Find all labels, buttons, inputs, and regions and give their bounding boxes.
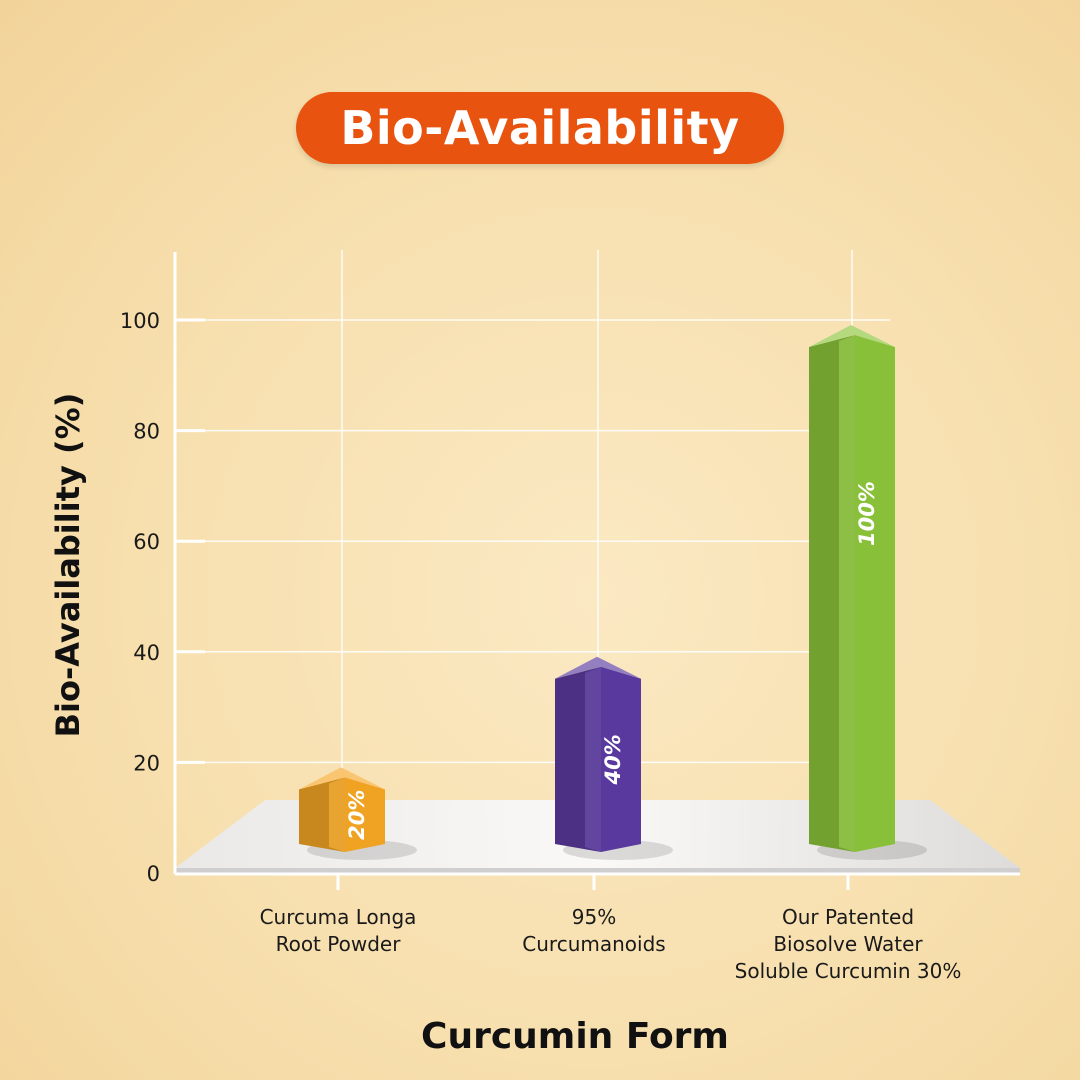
bar-face-right <box>345 777 385 852</box>
bar-face-right <box>855 335 895 852</box>
y-tick-label: 60 <box>133 530 160 554</box>
bars: 20% 40% 100% <box>299 325 927 860</box>
bar-data-label: 100% <box>855 481 879 546</box>
bar-cap <box>299 767 385 790</box>
x-category-label: Curcumanoids <box>522 932 665 956</box>
y-tick-label: 20 <box>133 751 160 775</box>
y-tick-label: 80 <box>133 420 160 444</box>
y-axis-title: Bio-Availability (%) <box>49 393 87 738</box>
bar-3: 100% <box>809 325 927 860</box>
grid <box>175 250 890 800</box>
bar-ridge <box>839 335 855 852</box>
axes <box>173 252 1020 890</box>
bar-cap <box>555 656 641 679</box>
y-tick-label: 40 <box>133 641 160 665</box>
x-category-label: Biosolve Water <box>773 932 923 956</box>
bar-ridge <box>329 777 345 852</box>
bar-face-right <box>601 666 641 852</box>
title-pill: Bio-Availability <box>296 92 784 164</box>
bar-data-label: 20% <box>345 790 369 840</box>
y-tick-label: 100 <box>120 309 160 333</box>
y-tick-label: 0 <box>147 862 160 886</box>
bar-2: 40% <box>555 656 673 860</box>
x-category-label: Root Powder <box>276 932 402 956</box>
chart-title: Bio-Availability <box>340 101 740 155</box>
x-category-label: Soluble Curcumin 30% <box>735 959 962 983</box>
x-category-label: Our Patented <box>782 905 914 929</box>
bar-1: 20% <box>299 767 417 860</box>
x-category-label: Curcuma Longa <box>260 905 417 929</box>
bar-data-label: 40% <box>601 734 625 785</box>
x-category-label: 95% <box>572 905 616 929</box>
x-axis-title: Curcumin Form <box>421 1016 729 1057</box>
labels: 0 20 40 60 80 100 Curcuma Longa Root Powder 95% C… <box>49 309 961 1057</box>
bar-cap <box>809 325 895 347</box>
bar-ridge <box>585 666 601 852</box>
